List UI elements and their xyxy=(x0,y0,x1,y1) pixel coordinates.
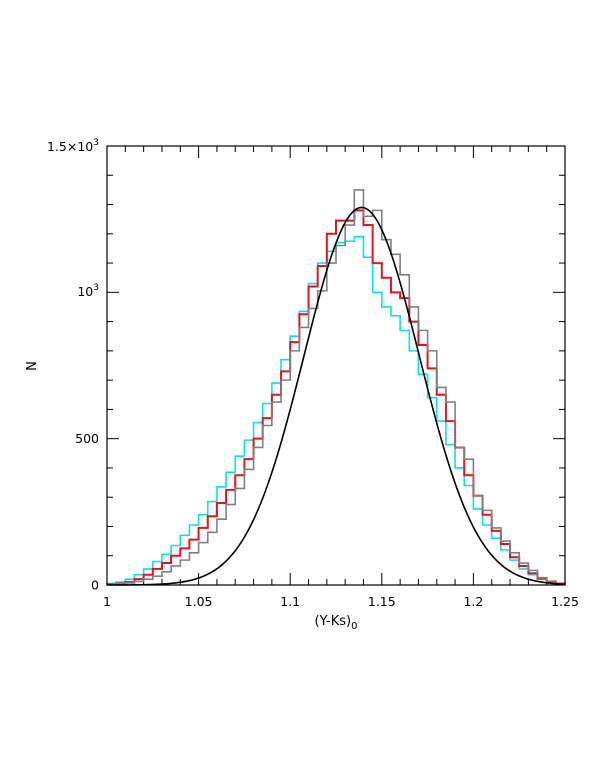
tick-labels: 1 1.05 1.1 1.15 1.2 1.25 xyxy=(103,594,579,609)
y-tick-label-1000-exp: 3 xyxy=(93,283,99,293)
histogram-series-3 xyxy=(106,189,566,586)
y-tick-label-0: 0 xyxy=(91,578,99,593)
histogram-series-2 xyxy=(106,209,566,586)
gaussian-fit-curve xyxy=(106,206,566,586)
y-tick-label-1000: 103 xyxy=(77,283,99,299)
x-axis-title-subscript: 0 xyxy=(351,621,357,632)
y-tick-label-1500-exp: 3 xyxy=(93,138,99,148)
x-tick-label: 1 xyxy=(103,594,111,609)
x-axis-title: (Y-Ks)0 xyxy=(315,614,358,632)
y-tick-label-1500-base: 1.5×10 xyxy=(47,139,93,154)
x-tick-label: 1.15 xyxy=(368,594,396,609)
series-layer xyxy=(106,189,566,586)
plot-frame xyxy=(106,145,566,586)
x-axis-title-main: (Y-Ks) xyxy=(315,614,352,629)
y-tick-label-1500: 1.5×103 xyxy=(47,138,99,154)
x-tick-label: 1.25 xyxy=(551,594,579,609)
x-tick-label: 1.2 xyxy=(463,594,483,609)
y-tick-label-1000-base: 10 xyxy=(77,284,93,299)
x-tick-label: 1.05 xyxy=(185,594,213,609)
grid-layer xyxy=(106,145,566,586)
x-tick-label: 1.1 xyxy=(280,594,300,609)
histogram-series-1 xyxy=(106,235,566,585)
y-tick-label-500: 500 xyxy=(75,431,99,446)
y-axis-title: N xyxy=(25,361,40,371)
